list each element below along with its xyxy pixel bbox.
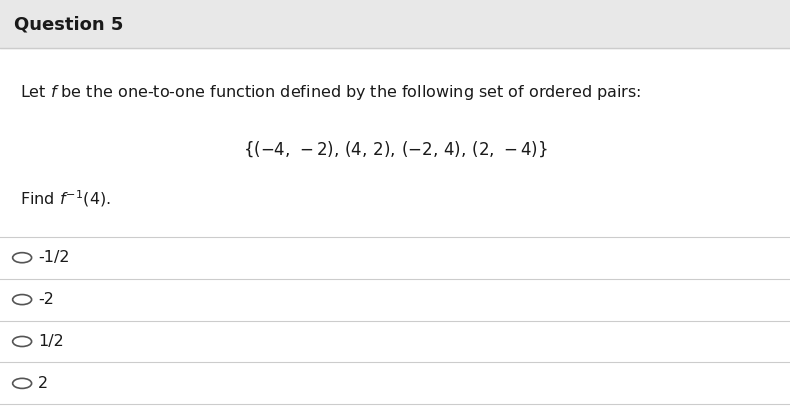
Text: -2: -2 bbox=[38, 292, 54, 307]
Text: 2: 2 bbox=[38, 376, 48, 391]
Text: 1/2: 1/2 bbox=[38, 334, 64, 349]
Text: Let $f$ be the one-to-one function defined by the following set of ordered pairs: Let $f$ be the one-to-one function defin… bbox=[20, 83, 641, 102]
Text: Question 5: Question 5 bbox=[14, 15, 123, 33]
Text: -1/2: -1/2 bbox=[38, 250, 70, 265]
Text: $\{(-4,\,-2),\,(4,\,2),\,(-2,\,4),\,(2,\,-4)\}$: $\{(-4,\,-2),\,(4,\,2),\,(-2,\,4),\,(2,\… bbox=[243, 139, 547, 158]
Text: Find $f^{-1}(4)$.: Find $f^{-1}(4)$. bbox=[20, 189, 111, 210]
